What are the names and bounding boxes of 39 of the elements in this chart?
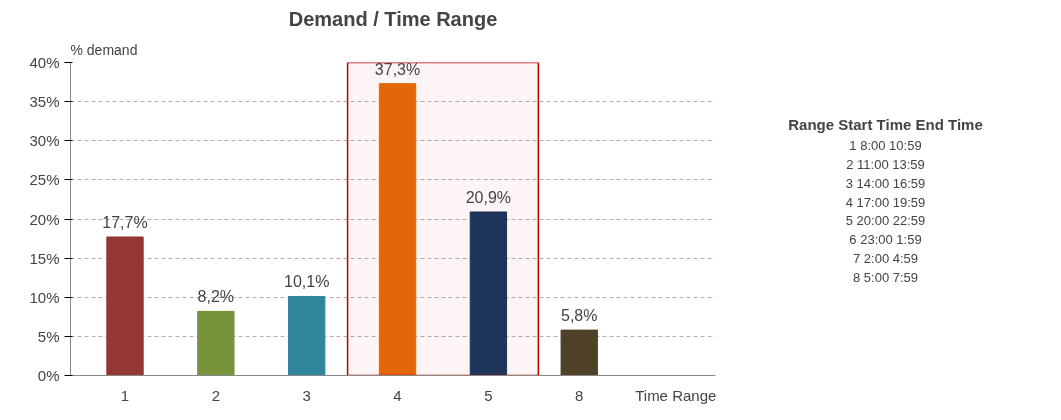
text: 4 17:00 19:59	[845, 194, 926, 210]
bar	[106, 236, 144, 376]
y-tick-label: 5%	[37, 327, 60, 345]
x-tick-label: 4	[393, 386, 402, 404]
text: Range Start Time End Time	[788, 115, 983, 133]
y-tick-label: 30%	[29, 132, 60, 150]
bar	[197, 310, 235, 376]
text: 7 2:00 4:59	[852, 251, 919, 267]
bar	[288, 295, 326, 376]
data-label: 5,8%	[561, 307, 598, 325]
data-label: 8,2%	[197, 288, 235, 306]
x-tick-label: 5	[484, 386, 493, 404]
chart-title: Demand / Time Range	[288, 7, 498, 30]
y-tick-label: 40%	[29, 54, 60, 71]
x-tick-label: 1	[120, 386, 130, 404]
bar	[378, 83, 417, 376]
text: 8 5:00 7:59	[852, 269, 919, 285]
bar	[469, 211, 508, 376]
x-tick-label: 2	[211, 386, 221, 404]
bar	[560, 329, 598, 376]
text: 2 11:00 13:59	[846, 156, 925, 172]
text: 1 8:00 10:59	[849, 138, 922, 154]
data-label: 17,7%	[102, 214, 148, 231]
y-tick-label: 20%	[29, 210, 60, 228]
data-label: 10,1%	[284, 273, 330, 291]
y-tick-label: 0%	[37, 367, 60, 384]
y-axis-title: % demand	[70, 41, 138, 58]
text: 6 23:00 1:59	[849, 232, 922, 248]
y-tick-label: 25%	[29, 171, 60, 189]
y-tick-label: 35%	[29, 93, 60, 111]
data-label: 37,3%	[374, 60, 421, 78]
x-tick-label: 3	[302, 386, 311, 404]
text: 5 20:00 22:59	[845, 213, 926, 229]
x-axis-title: Time Range	[635, 386, 717, 404]
y-tick-label: 10%	[29, 288, 60, 306]
text: 3 14:00 16:59	[845, 175, 926, 191]
x-tick-label: 8	[575, 386, 584, 404]
y-tick-label: 15%	[29, 249, 60, 267]
data-label: 20,9%	[465, 188, 512, 206]
